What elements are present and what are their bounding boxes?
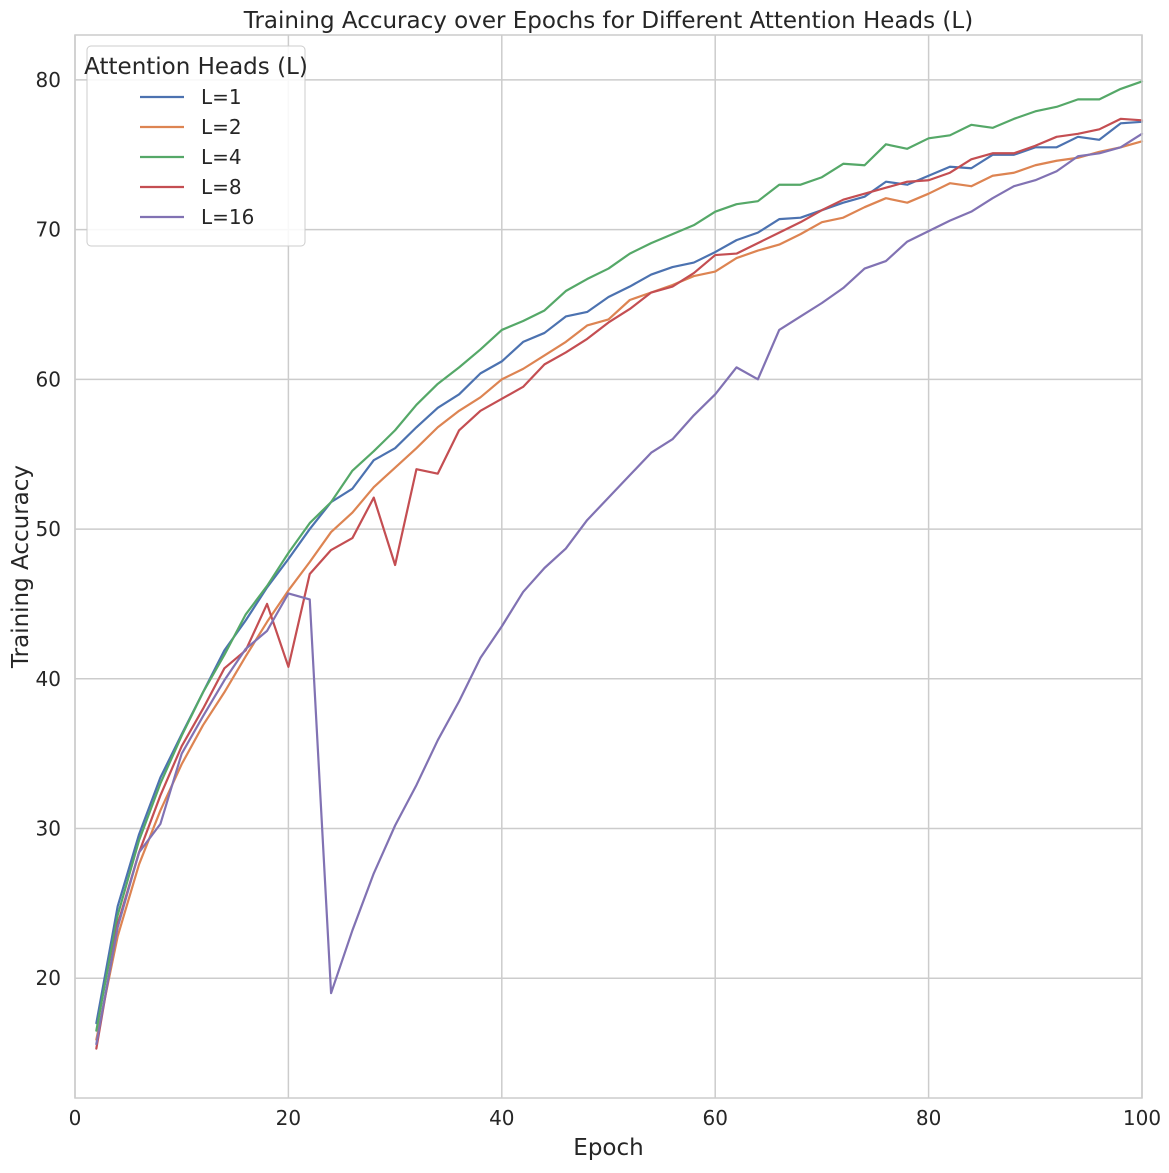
x-tick-label: 20: [276, 1106, 301, 1130]
grid: [74, 35, 1143, 1098]
x-tick-labels: 0 20 40 60 80 100: [69, 1106, 1161, 1130]
x-tick-label: 0: [69, 1106, 82, 1130]
legend: Attention Heads (L) L=1 L=2 L=4 L=8 L=16: [84, 45, 308, 247]
plot-frame: [74, 34, 1143, 1099]
y-tick-label: 70: [36, 218, 61, 242]
series-lines: [95, 80, 1144, 1050]
x-tick-label: 80: [916, 1106, 941, 1130]
y-tick-label: 50: [36, 517, 61, 541]
series-line-l-4: [95, 80, 1144, 1032]
legend-label: L=2: [201, 115, 242, 139]
y-tick-label: 40: [36, 667, 61, 691]
x-tick-label: 40: [489, 1106, 514, 1130]
y-tick-label: 60: [36, 367, 61, 391]
series-line-l-16: [95, 132, 1144, 1046]
y-tick-label: 30: [36, 817, 61, 841]
y-tick-labels: 20 30 40 50 60 70 80: [36, 68, 61, 990]
y-tick-label: 20: [36, 966, 61, 990]
legend-label: L=8: [201, 175, 242, 199]
legend-label: L=4: [201, 145, 242, 169]
y-tick-label: 80: [36, 68, 61, 92]
series-line-l-1: [95, 120, 1144, 1025]
chart-title: Training Accuracy over Epochs for Differ…: [243, 8, 973, 34]
legend-title: Attention Heads (L): [84, 54, 308, 80]
legend-items: L=1 L=2 L=4 L=8 L=16: [140, 85, 254, 229]
x-tick-label: 60: [702, 1106, 727, 1130]
x-tick-label: 100: [1123, 1106, 1161, 1130]
x-axis-label: Epoch: [573, 1135, 643, 1161]
y-axis-label: Training Accuracy: [8, 465, 34, 669]
series-line-l-8: [95, 117, 1144, 1050]
legend-label: L=16: [201, 205, 254, 229]
legend-label: L=1: [201, 85, 242, 109]
